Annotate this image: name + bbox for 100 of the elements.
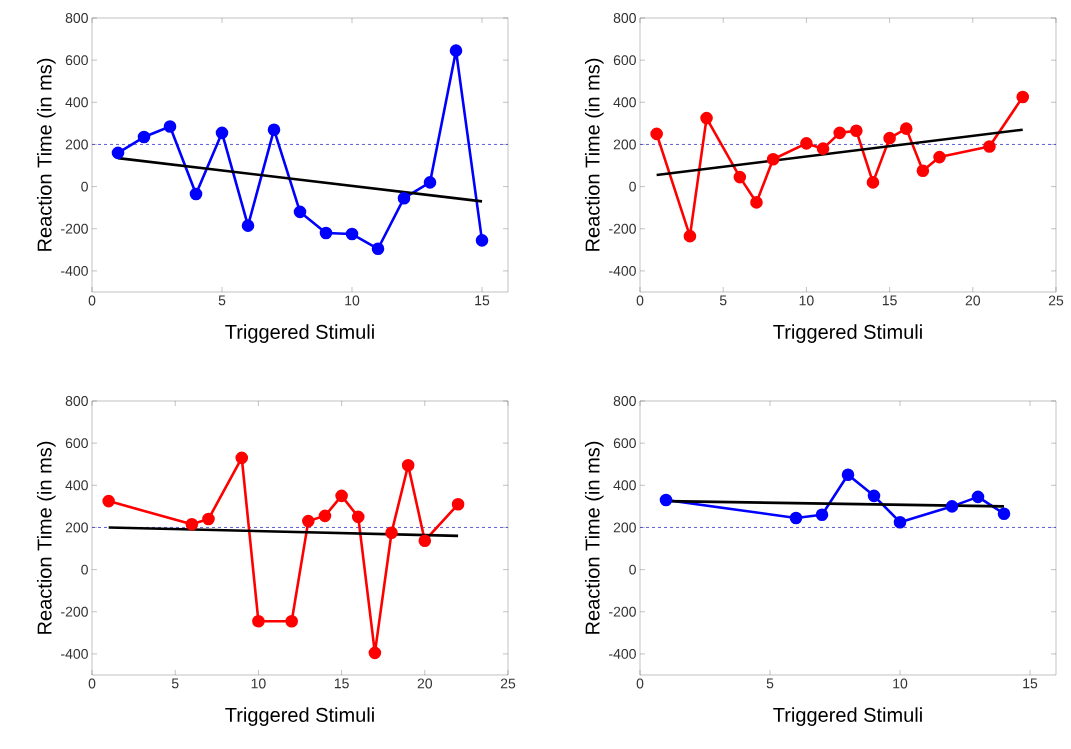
x-axis-title: Triggered Stimuli <box>225 707 374 726</box>
x-axis-title: Triggered Stimuli <box>773 707 922 726</box>
x-tick-label: 10 <box>893 678 908 689</box>
point <box>733 170 747 184</box>
point <box>102 494 115 508</box>
y-tick-label: 600 <box>613 438 636 449</box>
point <box>451 497 465 511</box>
y-axis-title: Reaction Time (in ms) <box>36 58 56 251</box>
x-tick-label: 20 <box>417 678 433 689</box>
point <box>800 137 813 150</box>
point <box>933 150 946 164</box>
y-tick-label: 400 <box>613 480 636 491</box>
point <box>945 500 959 513</box>
x-tick-label: 5 <box>218 295 226 306</box>
x-tick-label: 0 <box>636 678 644 689</box>
point <box>385 526 398 540</box>
x-tick-label: 15 <box>1023 678 1038 689</box>
point <box>202 512 215 526</box>
point <box>449 44 463 57</box>
point <box>351 510 365 524</box>
y-tick-label: 600 <box>65 55 88 66</box>
x-tick-label: 15 <box>475 295 490 306</box>
point <box>241 219 255 232</box>
x-tick-label: 25 <box>500 678 516 689</box>
point <box>750 196 763 209</box>
y-tick-label: 200 <box>65 522 88 533</box>
x-tick-label: 15 <box>882 295 897 306</box>
y-axis-title: Reaction Time (in ms) <box>584 58 604 251</box>
point <box>302 514 315 528</box>
y-tick-label: 800 <box>65 396 88 406</box>
point <box>866 176 880 189</box>
y-tick-label: 400 <box>613 97 636 108</box>
y-tick-label: 800 <box>613 396 636 406</box>
point <box>971 490 985 504</box>
point <box>252 614 265 628</box>
y-tick-label: -200 <box>609 223 636 234</box>
y-tick-label: 800 <box>65 13 88 23</box>
y-tick-label: -400 <box>61 265 88 276</box>
point <box>867 489 881 503</box>
point <box>215 126 229 140</box>
point <box>816 142 830 155</box>
point <box>789 511 803 525</box>
x-tick-label: 5 <box>766 678 774 689</box>
point <box>983 140 996 153</box>
point <box>137 130 151 144</box>
point <box>185 517 199 531</box>
y-tick-label: 0 <box>629 564 636 575</box>
x-tick-label: 0 <box>88 678 96 689</box>
y-tick-label: 0 <box>81 564 88 575</box>
y-tick-label: 600 <box>65 438 88 449</box>
point <box>368 646 382 660</box>
point <box>899 122 913 135</box>
point <box>319 226 333 240</box>
y-axis-title: Reaction Time (in ms) <box>584 441 604 634</box>
point <box>111 146 125 160</box>
y-tick-label: -200 <box>61 223 88 234</box>
y-tick-label: 400 <box>65 97 88 108</box>
point <box>318 509 332 523</box>
x-tick-label: 0 <box>636 295 644 306</box>
y-tick-label: 200 <box>613 139 636 150</box>
point <box>418 534 432 548</box>
point <box>267 123 281 136</box>
point <box>397 191 411 205</box>
x-tick-label: 25 <box>1048 295 1064 306</box>
y-tick-label: 200 <box>613 522 636 533</box>
x-tick-label: 0 <box>88 295 96 306</box>
point <box>766 152 780 166</box>
y-tick-label: 0 <box>81 181 88 192</box>
point <box>683 229 697 243</box>
point <box>893 515 907 529</box>
point <box>850 124 863 138</box>
y-axis-title: Reaction Time (in ms) <box>36 441 56 634</box>
x-tick-label: 15 <box>334 678 349 689</box>
point <box>475 234 489 247</box>
point <box>345 227 359 241</box>
point <box>293 205 307 219</box>
point <box>916 164 930 178</box>
point <box>1016 90 1030 104</box>
point <box>423 176 437 189</box>
point <box>883 131 896 145</box>
y-tick-label: -400 <box>609 265 636 276</box>
y-tick-label: 800 <box>613 13 636 23</box>
y-tick-label: -400 <box>609 648 636 659</box>
y-tick-label: -200 <box>61 606 88 617</box>
x-tick-label: 10 <box>345 295 360 306</box>
y-tick-label: -200 <box>609 606 636 617</box>
x-tick-label: 10 <box>799 295 814 306</box>
point <box>285 614 298 628</box>
point <box>700 111 713 125</box>
point <box>189 187 203 201</box>
x-tick-label: 10 <box>251 678 266 689</box>
y-tick-label: 200 <box>65 139 88 150</box>
x-axis-title: Triggered Stimuli <box>225 324 374 343</box>
y-tick-label: -400 <box>61 648 88 659</box>
point <box>815 508 829 522</box>
point <box>401 458 415 472</box>
x-tick-label: 5 <box>171 678 179 689</box>
point <box>335 489 348 503</box>
x-tick-label: 5 <box>719 295 727 306</box>
point <box>997 507 1011 521</box>
